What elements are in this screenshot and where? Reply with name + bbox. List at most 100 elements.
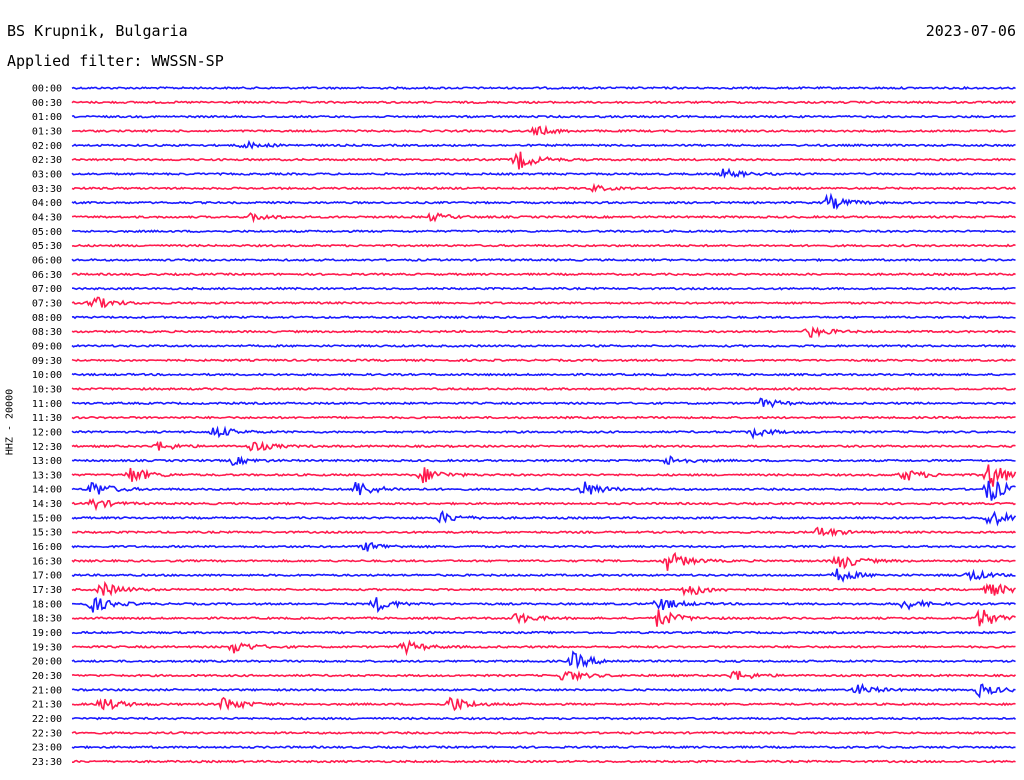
trace-line [71,639,1016,657]
time-label: 14:30 [32,499,62,510]
trace-line [71,608,1016,627]
trace-line [71,440,1016,452]
time-label: 03:00 [32,169,62,180]
recording-date: 2023-07-06 [925,22,1016,40]
time-label: 09:30 [32,356,62,367]
trace-line [71,114,1016,119]
time-label: 10:30 [32,384,62,395]
trace-line [71,386,1017,392]
time-label: 16:00 [32,542,62,553]
trace-line [71,296,1016,309]
station-title: BS Krupnik, Bulgaria [7,22,188,40]
time-label: 08:00 [32,313,62,324]
trace-line [71,358,1016,363]
trace-line [71,257,1016,263]
time-label: 01:00 [32,112,62,123]
trace-line [71,415,1016,420]
trace-line [71,745,1016,750]
time-label: 06:30 [32,270,62,281]
time-label: 06:00 [32,255,62,266]
trace-line [71,541,1016,552]
time-label: 21:00 [32,685,62,696]
trace-line [71,372,1016,377]
time-label: 03:30 [32,184,62,195]
time-label: 18:30 [32,614,62,625]
time-label: 17:00 [32,571,62,582]
trace-line [71,596,1016,614]
trace-line [71,192,1016,211]
trace-line [71,455,1016,466]
trace-line [71,100,1016,105]
time-label: 09:00 [32,341,62,352]
time-label: 05:00 [32,227,62,238]
trace-line [71,212,1017,224]
time-label: 15:30 [32,528,62,539]
time-label: 04:00 [32,198,62,209]
time-label: 08:30 [32,327,62,338]
time-label: 10:00 [32,370,62,381]
trace-line [71,182,1017,193]
trace-line [71,630,1016,635]
trace-line [71,568,1016,583]
time-label: 22:00 [32,714,62,725]
time-label: 22:30 [32,728,62,739]
trace-line [71,716,1017,721]
time-label: 13:30 [32,470,62,481]
time-label: 12:30 [32,442,62,453]
trace-line [71,139,1016,150]
trace-line [71,286,1016,291]
trace-line [71,167,1016,179]
trace-line [71,526,1016,538]
time-label: 12:00 [32,427,62,438]
trace-line [71,682,1016,699]
time-label: 00:30 [32,98,62,109]
time-label: 19:30 [32,642,62,653]
time-label: 00:00 [32,84,62,95]
trace-line [71,696,1016,712]
time-label: 11:30 [32,413,62,424]
trace-line [71,510,1017,527]
trace-line [71,580,1016,597]
trace-line [71,497,1016,512]
time-label: 05:30 [32,241,62,252]
filter-label: Applied filter: WWSSN-SP [7,52,224,70]
time-label: 01:30 [32,126,62,137]
time-label: 14:00 [32,485,62,496]
time-label: 20:30 [32,671,62,682]
trace-line [71,124,1016,137]
trace-line [71,243,1016,248]
time-label: 19:00 [32,628,62,639]
time-label: 07:30 [32,298,62,309]
trace-line [71,229,1016,234]
trace-line [71,272,1016,277]
time-label: 04:30 [32,212,62,223]
trace-line [71,151,1016,170]
time-label: 20:00 [32,657,62,668]
trace-line [71,730,1016,735]
trace-line [71,759,1016,764]
trace-line [71,397,1017,409]
trace-line [71,551,1016,571]
time-label: 02:00 [32,141,62,152]
time-label: 11:00 [32,399,62,410]
trace-line [71,325,1016,338]
time-label: 23:00 [32,743,62,754]
time-label: 23:30 [32,757,62,768]
trace-line [71,425,1017,440]
time-label: 16:30 [32,556,62,567]
trace-line [71,315,1016,320]
time-label: 13:00 [32,456,62,467]
trace-line [71,480,1016,501]
trace-line [71,343,1016,349]
time-label: 07:00 [32,284,62,295]
time-label: 15:00 [32,513,62,524]
trace-line [71,464,1017,487]
time-label: 17:30 [32,585,62,596]
time-label: 18:00 [32,599,62,610]
trace-line [71,650,1016,670]
time-label: 21:30 [32,700,62,711]
time-label: 02:30 [32,155,62,166]
trace-line [71,85,1016,91]
trace-line [71,670,1017,682]
